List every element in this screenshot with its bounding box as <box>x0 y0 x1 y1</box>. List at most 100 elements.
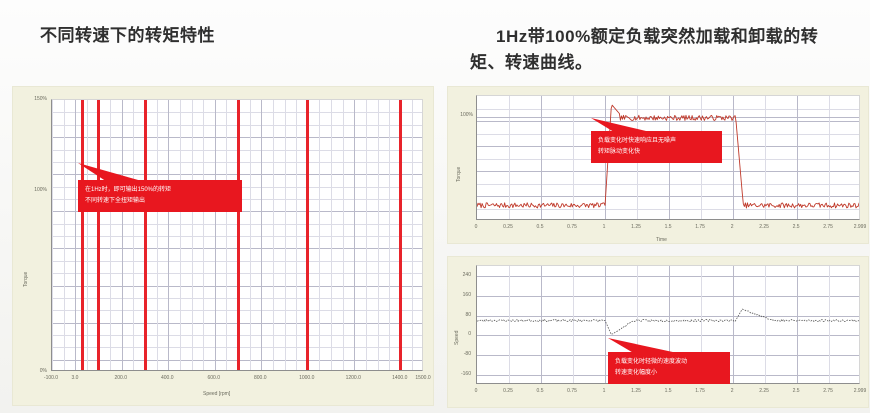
x-tick-label: 3.0 <box>71 375 79 381</box>
x-tick-label: 1000.0 <box>299 375 315 381</box>
y-tick-label: 80 <box>465 311 471 318</box>
x-tick-label: 600.0 <box>207 375 220 381</box>
x-tick-label: 2.999 <box>853 224 867 230</box>
gridline-vertical-minor <box>52 100 53 370</box>
gridline-horizontal <box>477 335 859 337</box>
y-tick-label: -80 <box>463 351 471 358</box>
x-axis-title: Speed [rpm] <box>203 391 231 397</box>
gridline-vertical <box>701 266 703 383</box>
gridline-vertical <box>261 100 263 370</box>
gridline-horizontal <box>477 171 859 172</box>
x-tick-label: 200.0 <box>114 375 127 381</box>
gridline-vertical-minor <box>226 100 228 370</box>
page-title-right: 1Hz带100%额定负载突然加载和卸载的转矩、转速曲线。 <box>470 27 819 72</box>
chart-torque-step-response: 100% Torque Time 0 0.25 0.5 0.75 1 1.25 1.5 1.7… <box>447 86 869 244</box>
gridline-horizontal <box>477 121 859 122</box>
x-tick-label: 2.75 <box>823 388 833 394</box>
x-tick-label: 1400.0 <box>392 375 408 381</box>
y-tick-label: 150% <box>34 96 47 102</box>
gridline-vertical-minor <box>249 100 251 370</box>
bar-torque <box>399 100 403 370</box>
gridline-vertical <box>573 266 574 383</box>
gridline-vertical <box>509 266 510 383</box>
x-tick-label: 1.25 <box>631 388 641 394</box>
bar-torque <box>306 100 310 370</box>
gridline-vertical-minor <box>156 100 158 370</box>
gridline-vertical <box>797 96 799 219</box>
callout-left-line2: 不同转速下全扭矩输出 <box>85 198 146 204</box>
x-tick-label: 400.0 <box>160 375 174 381</box>
gridline-vertical-minor <box>133 100 135 370</box>
gridline-vertical <box>733 266 735 383</box>
gridline-vertical <box>669 266 671 383</box>
gridline-vertical-minor <box>319 100 321 370</box>
gridline-vertical-minor <box>412 100 414 370</box>
gridline-vertical-minor <box>389 100 391 370</box>
gridline-vertical-minor <box>331 100 332 370</box>
x-tick-label: 0.25 <box>503 388 513 394</box>
y-tick-label: 0 <box>468 331 471 338</box>
x-tick-label: 0.25 <box>503 224 513 230</box>
gridline-vertical <box>509 96 510 219</box>
gridline-vertical <box>829 96 831 219</box>
y-axis-title: Torque <box>456 166 462 182</box>
x-tick-label: 0.75 <box>567 388 577 394</box>
x-tick-label: 0.75 <box>567 224 577 230</box>
bar-torque <box>236 100 240 370</box>
gridline-vertical-minor <box>86 100 88 370</box>
x-tick-label: 1 <box>602 388 606 394</box>
y-tick-label: -160 <box>460 371 471 378</box>
gridline-vertical <box>168 100 170 370</box>
x-tick-label: 2.25 <box>759 224 769 230</box>
callout-right-top: 负载变化时快速响应且无噪声 转矩脉动变化快 <box>591 131 722 163</box>
gridline-vertical <box>541 96 542 219</box>
gridline-vertical-minor <box>284 100 286 370</box>
gridline-vertical-minor <box>203 100 205 370</box>
gridline-horizontal <box>477 108 859 110</box>
gridline-vertical-minor <box>179 100 181 370</box>
gridline-vertical-minor <box>377 100 379 370</box>
x-tick-label: 2 <box>730 224 734 230</box>
gridline-horizontal <box>477 208 859 210</box>
gridline-vertical <box>541 266 542 383</box>
trace-speed <box>477 308 859 335</box>
x-tick-label: 0.5 <box>536 388 544 394</box>
y-tick-label: 160 <box>462 291 471 298</box>
x-tick-label: 1.5 <box>664 388 672 394</box>
gridline-vertical <box>829 266 831 383</box>
y-tick-label: 240 <box>462 271 471 278</box>
callout-right-bottom: 负载变化时轻微的速度波动 转速变化幅度小 <box>608 352 730 384</box>
x-tick-label: 2.75 <box>823 224 833 230</box>
x-tick-label: 1 <box>602 224 606 230</box>
x-tick-label: 1.5 <box>664 224 672 230</box>
gridline-vertical <box>797 266 799 383</box>
x-tick-label: 1200.0 <box>345 375 361 381</box>
gridline-horizontal <box>477 196 859 197</box>
gridline-vertical-minor <box>191 100 193 370</box>
x-tick-label: -100.0 <box>43 375 59 381</box>
gridline-vertical <box>765 266 767 383</box>
x-axis-title: Time <box>656 237 667 243</box>
plot-area-torque-step <box>476 95 860 220</box>
x-tick-label: 2 <box>730 388 734 394</box>
x-tick-label: 2.25 <box>759 388 769 394</box>
gridline-horizontal <box>477 275 859 277</box>
gridline-horizontal <box>477 295 859 297</box>
callout-right-bottom-line2: 转速变化幅度小 <box>615 370 658 376</box>
x-tick-label: 2.5 <box>792 388 800 394</box>
x-tick-label: 1.25 <box>631 224 641 230</box>
gridline-vertical <box>75 100 77 370</box>
gridline-horizontal <box>477 315 859 317</box>
chart-speed-step-response: Speed 240 160 80 0 -80 -160 0 0.25 0.5 0.75 1 1.25 1… <box>447 256 869 408</box>
gridline-vertical <box>733 96 735 219</box>
gridline-vertical <box>121 100 123 370</box>
gridline-vertical-minor <box>342 100 344 370</box>
x-tick-label: 0 <box>474 388 478 394</box>
y-axis-title: Torque <box>23 271 29 287</box>
x-tick-label: 800.0 <box>253 375 267 381</box>
y-tick-label: 100% <box>34 187 47 193</box>
bar-torque <box>143 100 147 370</box>
y-tick-label: 0% <box>39 368 47 374</box>
gridline-vertical-minor <box>63 100 65 370</box>
